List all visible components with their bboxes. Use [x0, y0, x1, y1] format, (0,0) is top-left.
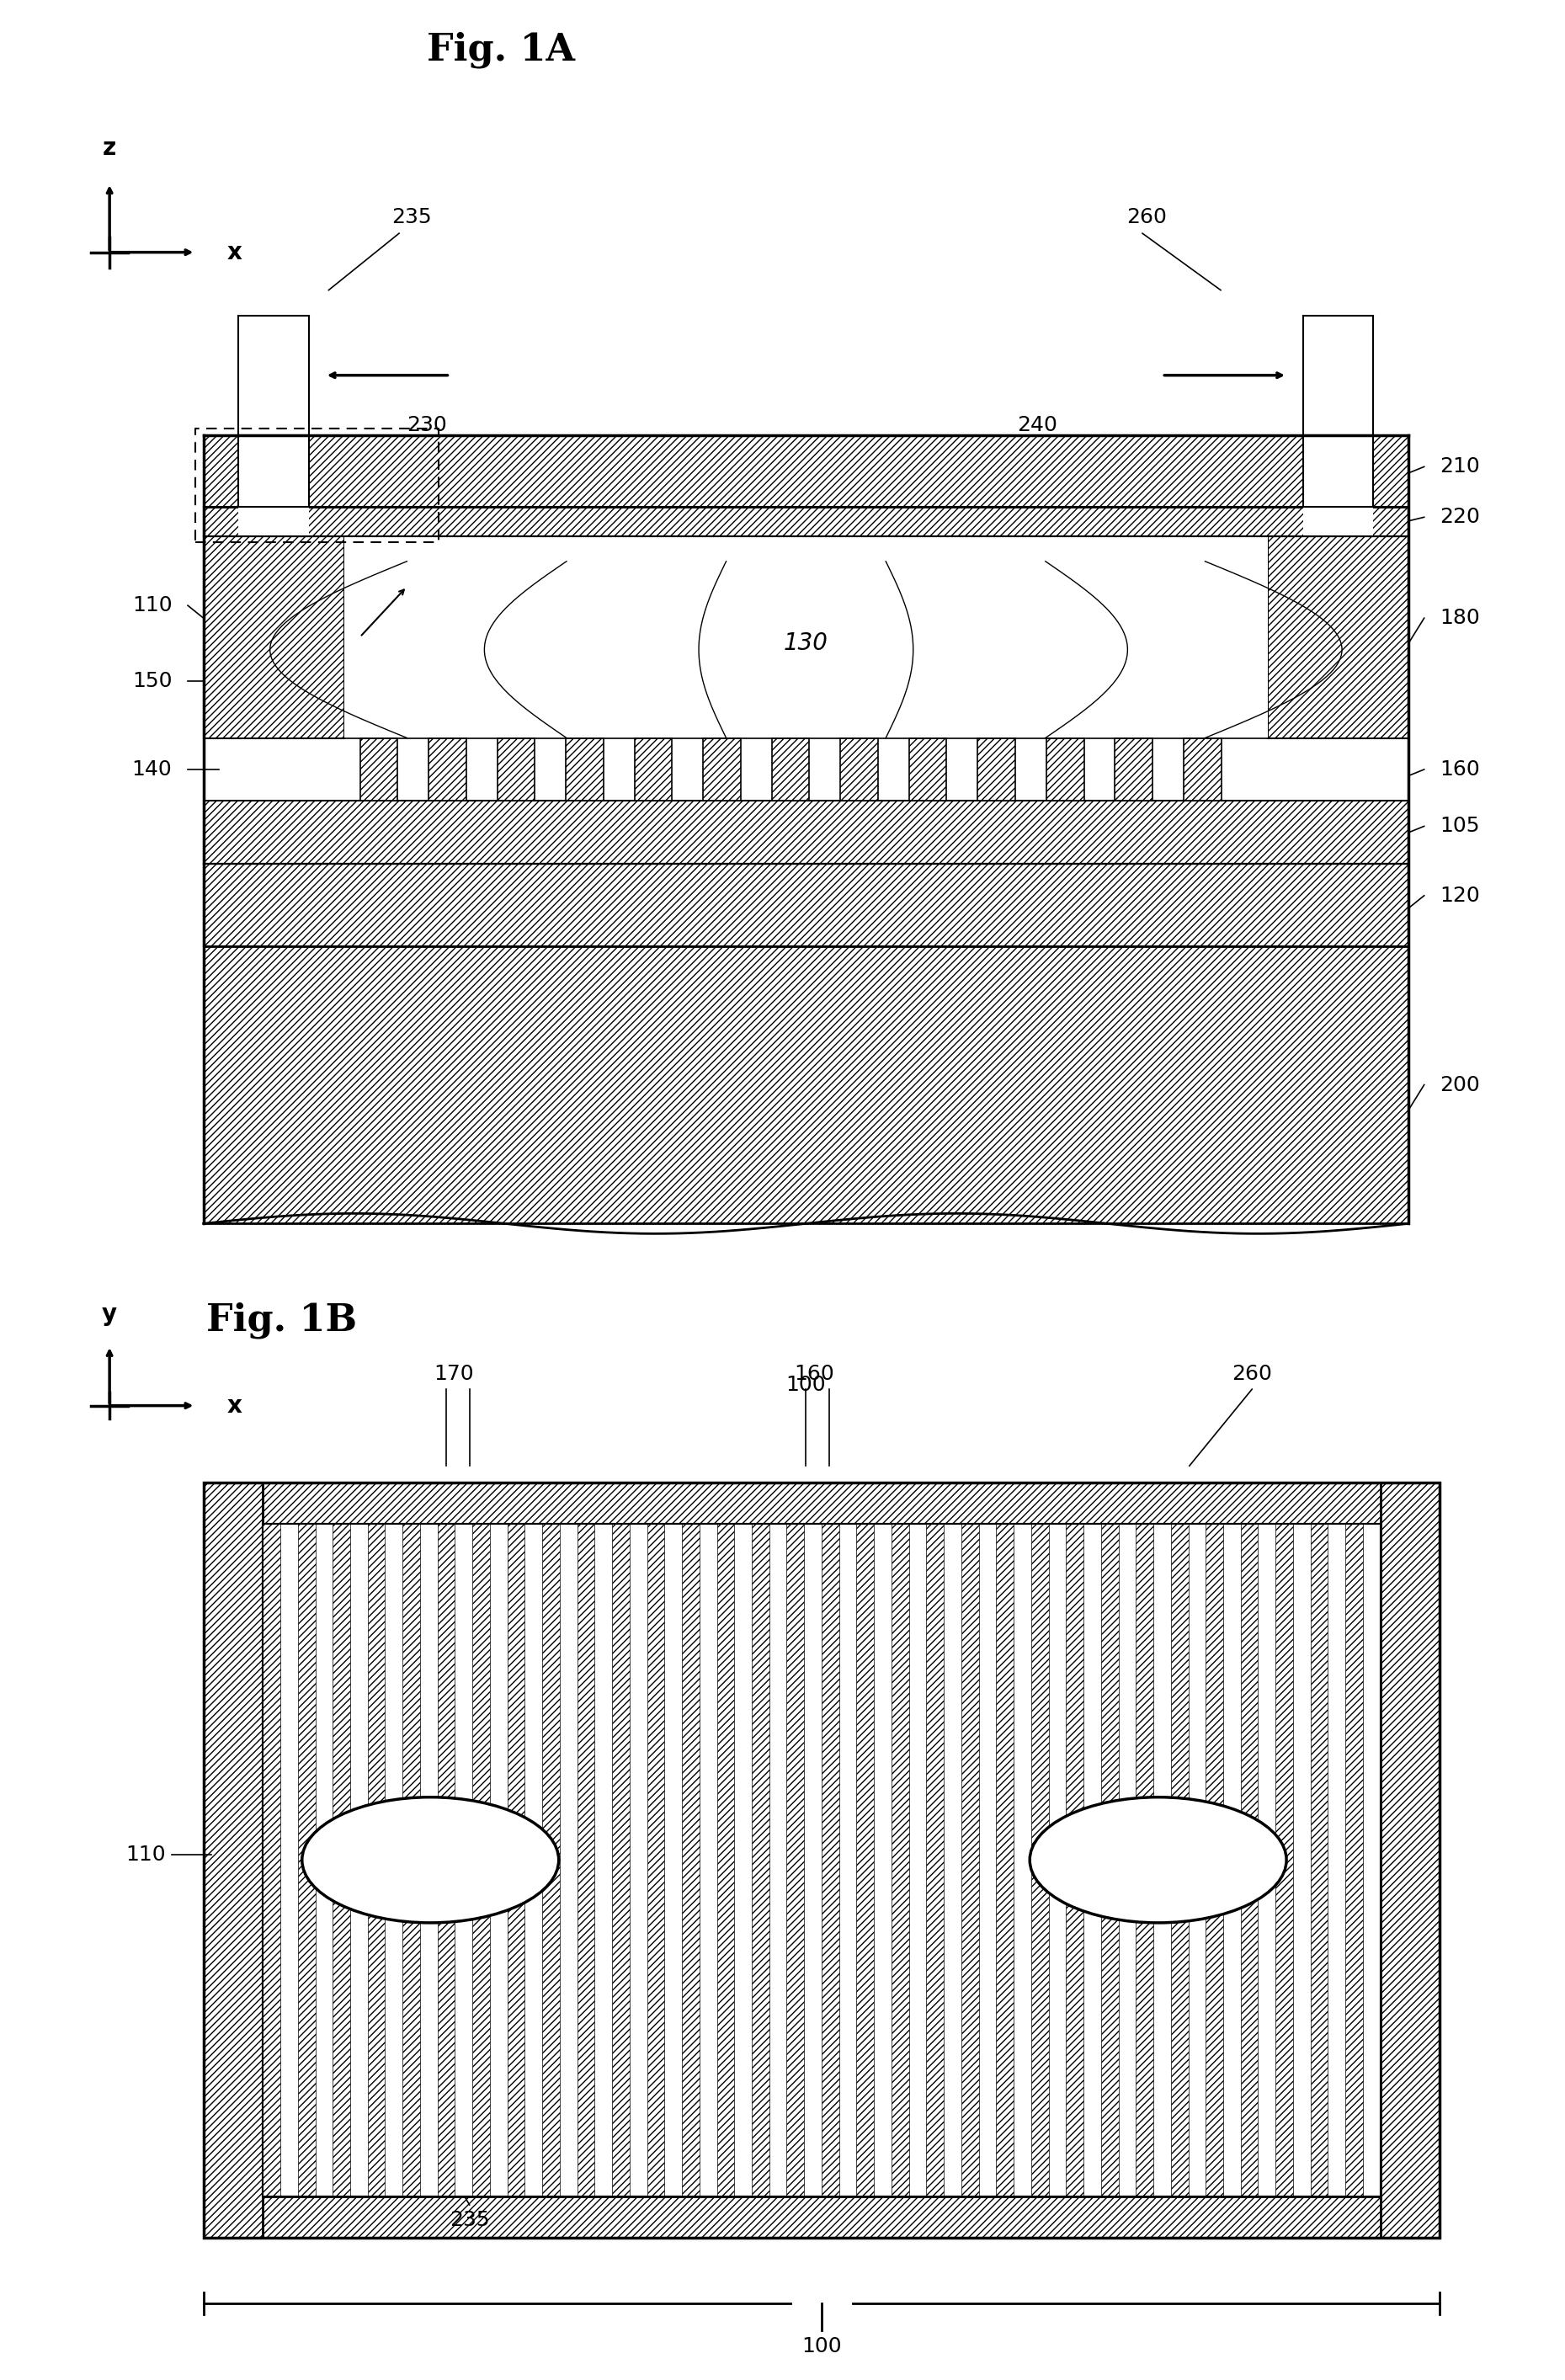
Bar — [646, 1523, 665, 2197]
Text: x: x — [227, 1395, 243, 1418]
Bar — [368, 1523, 385, 2197]
Bar — [507, 1523, 524, 2197]
Bar — [1171, 1523, 1188, 2197]
Bar — [1346, 1523, 1363, 2197]
Bar — [203, 536, 344, 738]
Text: 110: 110 — [125, 1845, 166, 1864]
Bar — [787, 1523, 804, 2197]
Text: 140: 140 — [131, 759, 172, 781]
Text: 260: 260 — [1127, 207, 1167, 226]
Bar — [263, 1523, 1380, 2197]
Bar — [926, 1523, 944, 2197]
Bar — [203, 1483, 1440, 1523]
Bar — [978, 738, 1016, 802]
Bar — [909, 738, 947, 802]
Bar — [1100, 1523, 1119, 2197]
Bar — [1302, 314, 1374, 436]
Bar — [751, 1523, 770, 2197]
Text: y: y — [102, 1302, 117, 1326]
Bar — [577, 1523, 595, 2197]
Bar — [333, 1523, 351, 2197]
Text: 130: 130 — [784, 631, 828, 655]
Bar — [238, 436, 310, 507]
Bar — [344, 536, 1268, 738]
Bar — [1114, 738, 1152, 802]
Bar — [612, 1523, 629, 2197]
Bar — [567, 738, 604, 802]
Text: 180: 180 — [1440, 607, 1480, 628]
Bar — [238, 507, 310, 536]
Text: Fig. 1B: Fig. 1B — [207, 1302, 357, 1338]
Bar — [717, 1523, 734, 2197]
Bar — [1268, 536, 1408, 738]
Text: 235: 235 — [391, 207, 432, 226]
Text: Fig. 1A: Fig. 1A — [427, 31, 574, 69]
Text: 120: 120 — [1440, 885, 1480, 907]
Bar — [203, 507, 1408, 536]
Bar — [997, 1523, 1014, 2197]
Bar — [360, 738, 398, 802]
Bar — [1183, 738, 1221, 802]
Bar — [1380, 1483, 1440, 2237]
Bar — [203, 1483, 263, 2237]
Bar — [402, 1523, 419, 2197]
Bar — [822, 1523, 839, 2197]
Text: 200: 200 — [1440, 1076, 1480, 1095]
Text: 240: 240 — [1017, 414, 1058, 436]
Bar — [703, 738, 740, 802]
Text: x: x — [227, 240, 243, 264]
Text: 180: 180 — [653, 452, 693, 474]
Bar — [203, 864, 1408, 947]
Text: 170: 170 — [434, 1364, 474, 1383]
Bar — [1136, 1523, 1153, 2197]
Text: 160: 160 — [793, 1364, 834, 1383]
Text: 100: 100 — [786, 1376, 826, 1395]
Text: 150: 150 — [131, 671, 172, 690]
Bar — [203, 436, 1408, 507]
Bar — [1045, 738, 1085, 802]
Bar — [856, 1523, 873, 2197]
Text: 230: 230 — [407, 414, 448, 436]
Bar — [961, 1523, 978, 2197]
Bar — [203, 802, 1408, 864]
Bar — [203, 1483, 1440, 2237]
Ellipse shape — [1030, 1797, 1286, 1923]
Text: 100: 100 — [801, 2337, 842, 2356]
Bar — [263, 1523, 280, 2197]
Bar — [840, 738, 878, 802]
Bar — [541, 1523, 560, 2197]
Bar — [438, 1523, 455, 2197]
Bar — [1275, 1523, 1293, 2197]
Bar — [1310, 1523, 1329, 2197]
Bar — [297, 1523, 315, 2197]
Bar — [1302, 507, 1374, 536]
Text: 110: 110 — [131, 595, 172, 616]
Bar — [1066, 1523, 1083, 2197]
Text: 210: 210 — [1440, 457, 1480, 476]
Bar — [498, 738, 535, 802]
Text: 260: 260 — [1232, 1364, 1272, 1383]
Bar — [682, 1523, 700, 2197]
Text: 170: 170 — [762, 452, 803, 474]
Bar — [203, 2197, 1440, 2237]
Bar — [1031, 1523, 1049, 2197]
Bar — [772, 738, 809, 802]
Bar — [238, 314, 310, 436]
Bar — [263, 1523, 1380, 2197]
Bar — [892, 1523, 909, 2197]
Bar — [473, 1523, 490, 2197]
Text: 235: 235 — [449, 2211, 490, 2230]
Bar — [1241, 1523, 1258, 2197]
Ellipse shape — [302, 1797, 559, 1923]
Bar — [1302, 436, 1374, 507]
Text: 105: 105 — [1440, 816, 1480, 835]
Bar — [1205, 1523, 1224, 2197]
Bar — [634, 738, 673, 802]
Text: z: z — [103, 136, 116, 159]
Polygon shape — [203, 947, 1408, 1223]
Bar — [429, 738, 466, 802]
Text: 220: 220 — [1440, 507, 1480, 528]
Text: 160: 160 — [1440, 759, 1480, 781]
